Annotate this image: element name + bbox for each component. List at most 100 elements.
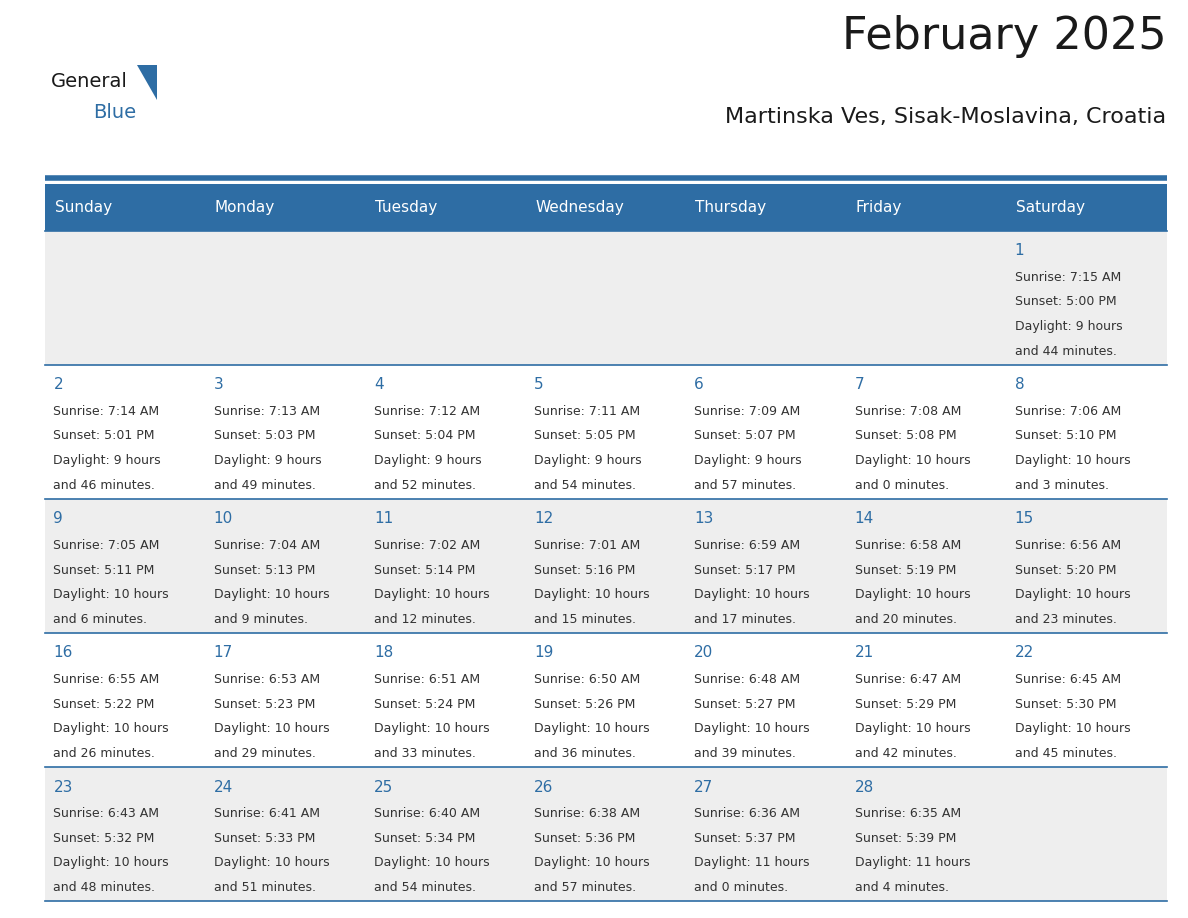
Text: Sunrise: 6:47 AM: Sunrise: 6:47 AM: [854, 673, 961, 686]
Text: Daylight: 10 hours: Daylight: 10 hours: [53, 722, 169, 735]
Text: Sunrise: 6:38 AM: Sunrise: 6:38 AM: [535, 807, 640, 820]
Text: and 52 minutes.: and 52 minutes.: [374, 479, 476, 492]
Text: Daylight: 10 hours: Daylight: 10 hours: [214, 588, 329, 601]
Text: Daylight: 10 hours: Daylight: 10 hours: [854, 454, 971, 467]
Text: Sunset: 5:11 PM: Sunset: 5:11 PM: [53, 564, 154, 577]
Text: Sunrise: 6:45 AM: Sunrise: 6:45 AM: [1015, 673, 1120, 686]
Text: Sunrise: 6:59 AM: Sunrise: 6:59 AM: [694, 539, 801, 552]
Text: 10: 10: [214, 511, 233, 526]
Text: Sunrise: 6:56 AM: Sunrise: 6:56 AM: [1015, 539, 1120, 552]
Text: Daylight: 10 hours: Daylight: 10 hours: [535, 856, 650, 869]
Text: Sunrise: 6:53 AM: Sunrise: 6:53 AM: [214, 673, 320, 686]
Text: Sunrise: 7:15 AM: Sunrise: 7:15 AM: [1015, 271, 1121, 284]
Text: Sunset: 5:05 PM: Sunset: 5:05 PM: [535, 430, 636, 442]
Text: and 39 minutes.: and 39 minutes.: [694, 747, 796, 760]
Text: Daylight: 10 hours: Daylight: 10 hours: [53, 588, 169, 601]
Text: Sunset: 5:32 PM: Sunset: 5:32 PM: [53, 832, 154, 845]
Text: Sunset: 5:24 PM: Sunset: 5:24 PM: [374, 698, 475, 711]
Text: and 44 minutes.: and 44 minutes.: [1015, 345, 1117, 358]
Text: and 9 minutes.: and 9 minutes.: [214, 613, 308, 626]
Text: and 57 minutes.: and 57 minutes.: [694, 479, 796, 492]
Text: Sunset: 5:26 PM: Sunset: 5:26 PM: [535, 698, 636, 711]
Text: Sunrise: 6:40 AM: Sunrise: 6:40 AM: [374, 807, 480, 820]
Text: Sunrise: 6:51 AM: Sunrise: 6:51 AM: [374, 673, 480, 686]
Text: Daylight: 10 hours: Daylight: 10 hours: [694, 722, 810, 735]
Text: Sunrise: 7:02 AM: Sunrise: 7:02 AM: [374, 539, 480, 552]
Text: Sunset: 5:39 PM: Sunset: 5:39 PM: [854, 832, 956, 845]
Text: Sunset: 5:20 PM: Sunset: 5:20 PM: [1015, 564, 1117, 577]
Text: Sunrise: 6:50 AM: Sunrise: 6:50 AM: [535, 673, 640, 686]
Text: Sunset: 5:03 PM: Sunset: 5:03 PM: [214, 430, 315, 442]
Text: Daylight: 10 hours: Daylight: 10 hours: [854, 588, 971, 601]
Text: Sunrise: 7:01 AM: Sunrise: 7:01 AM: [535, 539, 640, 552]
Text: Sunrise: 6:36 AM: Sunrise: 6:36 AM: [694, 807, 801, 820]
Text: and 15 minutes.: and 15 minutes.: [535, 613, 636, 626]
Text: 28: 28: [854, 779, 873, 794]
Text: Sunset: 5:36 PM: Sunset: 5:36 PM: [535, 832, 636, 845]
Text: Sunset: 5:29 PM: Sunset: 5:29 PM: [854, 698, 956, 711]
Text: Sunrise: 6:48 AM: Sunrise: 6:48 AM: [694, 673, 801, 686]
Text: Daylight: 10 hours: Daylight: 10 hours: [694, 588, 810, 601]
Text: Daylight: 9 hours: Daylight: 9 hours: [214, 454, 321, 467]
Text: and 4 minutes.: and 4 minutes.: [854, 881, 948, 894]
Polygon shape: [137, 65, 157, 100]
Text: 18: 18: [374, 645, 393, 660]
Text: 2: 2: [53, 377, 63, 392]
Text: and 57 minutes.: and 57 minutes.: [535, 881, 637, 894]
Text: 26: 26: [535, 779, 554, 794]
Text: Sunrise: 7:09 AM: Sunrise: 7:09 AM: [694, 405, 801, 418]
Text: 27: 27: [694, 779, 714, 794]
Text: 16: 16: [53, 645, 72, 660]
Text: and 48 minutes.: and 48 minutes.: [53, 881, 156, 894]
Text: 19: 19: [535, 645, 554, 660]
Text: Sunset: 5:23 PM: Sunset: 5:23 PM: [214, 698, 315, 711]
Text: 15: 15: [1015, 511, 1034, 526]
Text: and 33 minutes.: and 33 minutes.: [374, 747, 475, 760]
Text: Sunrise: 6:35 AM: Sunrise: 6:35 AM: [854, 807, 961, 820]
Text: Sunset: 5:33 PM: Sunset: 5:33 PM: [214, 832, 315, 845]
Text: Daylight: 11 hours: Daylight: 11 hours: [854, 856, 971, 869]
Text: Daylight: 10 hours: Daylight: 10 hours: [854, 722, 971, 735]
Text: 13: 13: [694, 511, 714, 526]
Text: Daylight: 10 hours: Daylight: 10 hours: [374, 588, 489, 601]
Text: and 23 minutes.: and 23 minutes.: [1015, 613, 1117, 626]
Text: Sunday: Sunday: [55, 200, 112, 215]
Text: Daylight: 9 hours: Daylight: 9 hours: [694, 454, 802, 467]
Text: Sunset: 5:34 PM: Sunset: 5:34 PM: [374, 832, 475, 845]
Text: 17: 17: [214, 645, 233, 660]
Text: Sunrise: 7:14 AM: Sunrise: 7:14 AM: [53, 405, 159, 418]
Text: 1: 1: [1015, 243, 1024, 258]
Text: Daylight: 10 hours: Daylight: 10 hours: [1015, 722, 1130, 735]
Text: Sunrise: 6:41 AM: Sunrise: 6:41 AM: [214, 807, 320, 820]
Text: Daylight: 9 hours: Daylight: 9 hours: [374, 454, 481, 467]
Text: Sunset: 5:08 PM: Sunset: 5:08 PM: [854, 430, 956, 442]
Text: Daylight: 9 hours: Daylight: 9 hours: [1015, 320, 1123, 333]
Text: Sunrise: 7:13 AM: Sunrise: 7:13 AM: [214, 405, 320, 418]
Text: and 0 minutes.: and 0 minutes.: [854, 479, 949, 492]
Text: Sunset: 5:04 PM: Sunset: 5:04 PM: [374, 430, 475, 442]
Text: February 2025: February 2025: [842, 16, 1167, 58]
Text: 8: 8: [1015, 377, 1024, 392]
Text: 20: 20: [694, 645, 714, 660]
Text: Sunrise: 6:55 AM: Sunrise: 6:55 AM: [53, 673, 159, 686]
Text: Sunset: 5:14 PM: Sunset: 5:14 PM: [374, 564, 475, 577]
Text: Sunset: 5:37 PM: Sunset: 5:37 PM: [694, 832, 796, 845]
Text: and 45 minutes.: and 45 minutes.: [1015, 747, 1117, 760]
Text: Daylight: 10 hours: Daylight: 10 hours: [53, 856, 169, 869]
Text: Sunrise: 7:11 AM: Sunrise: 7:11 AM: [535, 405, 640, 418]
Text: Daylight: 10 hours: Daylight: 10 hours: [1015, 454, 1130, 467]
Text: and 29 minutes.: and 29 minutes.: [214, 747, 316, 760]
Text: Daylight: 9 hours: Daylight: 9 hours: [53, 454, 162, 467]
Text: Sunrise: 7:12 AM: Sunrise: 7:12 AM: [374, 405, 480, 418]
Text: Sunrise: 6:58 AM: Sunrise: 6:58 AM: [854, 539, 961, 552]
Text: 24: 24: [214, 779, 233, 794]
Text: Daylight: 10 hours: Daylight: 10 hours: [374, 722, 489, 735]
Text: and 20 minutes.: and 20 minutes.: [854, 613, 956, 626]
Text: General: General: [51, 72, 128, 91]
Text: Saturday: Saturday: [1016, 200, 1085, 215]
Text: Martinska Ves, Sisak-Moslavina, Croatia: Martinska Ves, Sisak-Moslavina, Croatia: [726, 107, 1167, 128]
Text: Sunrise: 7:04 AM: Sunrise: 7:04 AM: [214, 539, 320, 552]
Text: and 42 minutes.: and 42 minutes.: [854, 747, 956, 760]
Text: Daylight: 10 hours: Daylight: 10 hours: [535, 588, 650, 601]
Text: Sunset: 5:30 PM: Sunset: 5:30 PM: [1015, 698, 1117, 711]
